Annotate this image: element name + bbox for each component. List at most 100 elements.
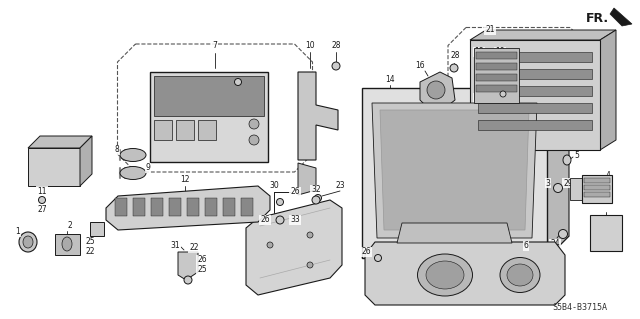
- Polygon shape: [365, 242, 565, 305]
- Text: S5B4-B3715A: S5B4-B3715A: [552, 303, 607, 313]
- Text: 7: 7: [212, 41, 218, 50]
- Ellipse shape: [500, 257, 540, 293]
- Ellipse shape: [184, 276, 192, 284]
- Text: 20: 20: [503, 93, 513, 102]
- Polygon shape: [362, 236, 569, 258]
- Ellipse shape: [450, 64, 458, 72]
- Text: 33: 33: [290, 216, 300, 225]
- Polygon shape: [55, 234, 80, 255]
- Bar: [582, 175, 612, 203]
- Text: 26: 26: [290, 188, 300, 197]
- Text: 25: 25: [85, 238, 95, 247]
- Bar: [151, 198, 163, 216]
- Bar: [362, 88, 547, 258]
- Text: 21: 21: [485, 26, 495, 34]
- Bar: [150, 72, 268, 162]
- Text: 28: 28: [451, 51, 460, 61]
- Ellipse shape: [276, 198, 284, 205]
- Polygon shape: [420, 72, 455, 108]
- Text: 17: 17: [474, 93, 484, 102]
- Text: 24: 24: [550, 240, 560, 249]
- Bar: [584, 192, 610, 197]
- Ellipse shape: [507, 264, 533, 286]
- Text: 22: 22: [189, 243, 199, 253]
- Text: 27: 27: [37, 205, 47, 214]
- Bar: [115, 198, 127, 216]
- Bar: [470, 40, 600, 150]
- Ellipse shape: [120, 149, 146, 161]
- Polygon shape: [80, 136, 92, 186]
- Bar: [476, 85, 517, 92]
- Ellipse shape: [554, 183, 563, 192]
- Ellipse shape: [276, 216, 284, 224]
- Text: 18: 18: [474, 48, 484, 56]
- Bar: [90, 222, 104, 236]
- Bar: [478, 120, 592, 130]
- Ellipse shape: [267, 242, 273, 248]
- Ellipse shape: [38, 197, 45, 204]
- Polygon shape: [547, 66, 569, 258]
- Ellipse shape: [426, 261, 464, 289]
- Bar: [187, 198, 199, 216]
- Text: 11: 11: [37, 187, 47, 196]
- Ellipse shape: [427, 81, 445, 99]
- Polygon shape: [610, 8, 632, 26]
- Bar: [590, 215, 622, 251]
- Text: 22: 22: [85, 248, 95, 256]
- Bar: [223, 198, 235, 216]
- Polygon shape: [246, 200, 342, 295]
- Polygon shape: [570, 178, 592, 200]
- Text: 26: 26: [361, 248, 371, 256]
- Bar: [154, 120, 172, 140]
- Bar: [176, 120, 194, 140]
- Bar: [205, 198, 217, 216]
- Bar: [241, 198, 253, 216]
- Polygon shape: [600, 30, 616, 150]
- Text: 8: 8: [115, 145, 120, 154]
- Text: 26: 26: [243, 78, 253, 86]
- Text: 29: 29: [563, 179, 573, 188]
- Text: 26: 26: [260, 216, 270, 225]
- Text: 10: 10: [305, 41, 315, 50]
- Ellipse shape: [249, 135, 259, 145]
- Text: FR.: FR.: [586, 11, 609, 25]
- Text: 9: 9: [145, 164, 150, 173]
- Ellipse shape: [62, 237, 72, 251]
- Text: 31: 31: [170, 241, 180, 249]
- Text: 2: 2: [68, 221, 72, 231]
- Polygon shape: [298, 72, 338, 160]
- Polygon shape: [372, 103, 537, 238]
- Ellipse shape: [563, 155, 571, 165]
- Bar: [584, 185, 610, 190]
- Text: 19: 19: [495, 48, 505, 56]
- Text: 25: 25: [197, 265, 207, 275]
- Polygon shape: [380, 110, 529, 230]
- Ellipse shape: [500, 91, 506, 97]
- Ellipse shape: [307, 262, 313, 268]
- Text: 32: 32: [311, 186, 321, 195]
- Text: 4: 4: [605, 170, 611, 180]
- Polygon shape: [298, 163, 316, 195]
- Text: 1: 1: [15, 227, 20, 236]
- Ellipse shape: [332, 62, 340, 70]
- Polygon shape: [28, 136, 92, 148]
- Ellipse shape: [120, 167, 146, 180]
- Ellipse shape: [314, 195, 321, 202]
- Polygon shape: [397, 223, 512, 243]
- Bar: [478, 69, 592, 79]
- Text: 30: 30: [269, 181, 279, 189]
- Ellipse shape: [307, 232, 313, 238]
- Bar: [28, 148, 80, 186]
- Ellipse shape: [312, 196, 320, 204]
- Polygon shape: [106, 186, 270, 230]
- Bar: [478, 86, 592, 96]
- Bar: [476, 63, 517, 70]
- Text: 14: 14: [385, 75, 395, 84]
- Bar: [584, 178, 610, 183]
- Ellipse shape: [234, 78, 241, 85]
- Ellipse shape: [23, 236, 33, 248]
- Polygon shape: [178, 252, 198, 280]
- Bar: [478, 103, 592, 113]
- Polygon shape: [470, 30, 616, 40]
- Text: 26: 26: [197, 256, 207, 264]
